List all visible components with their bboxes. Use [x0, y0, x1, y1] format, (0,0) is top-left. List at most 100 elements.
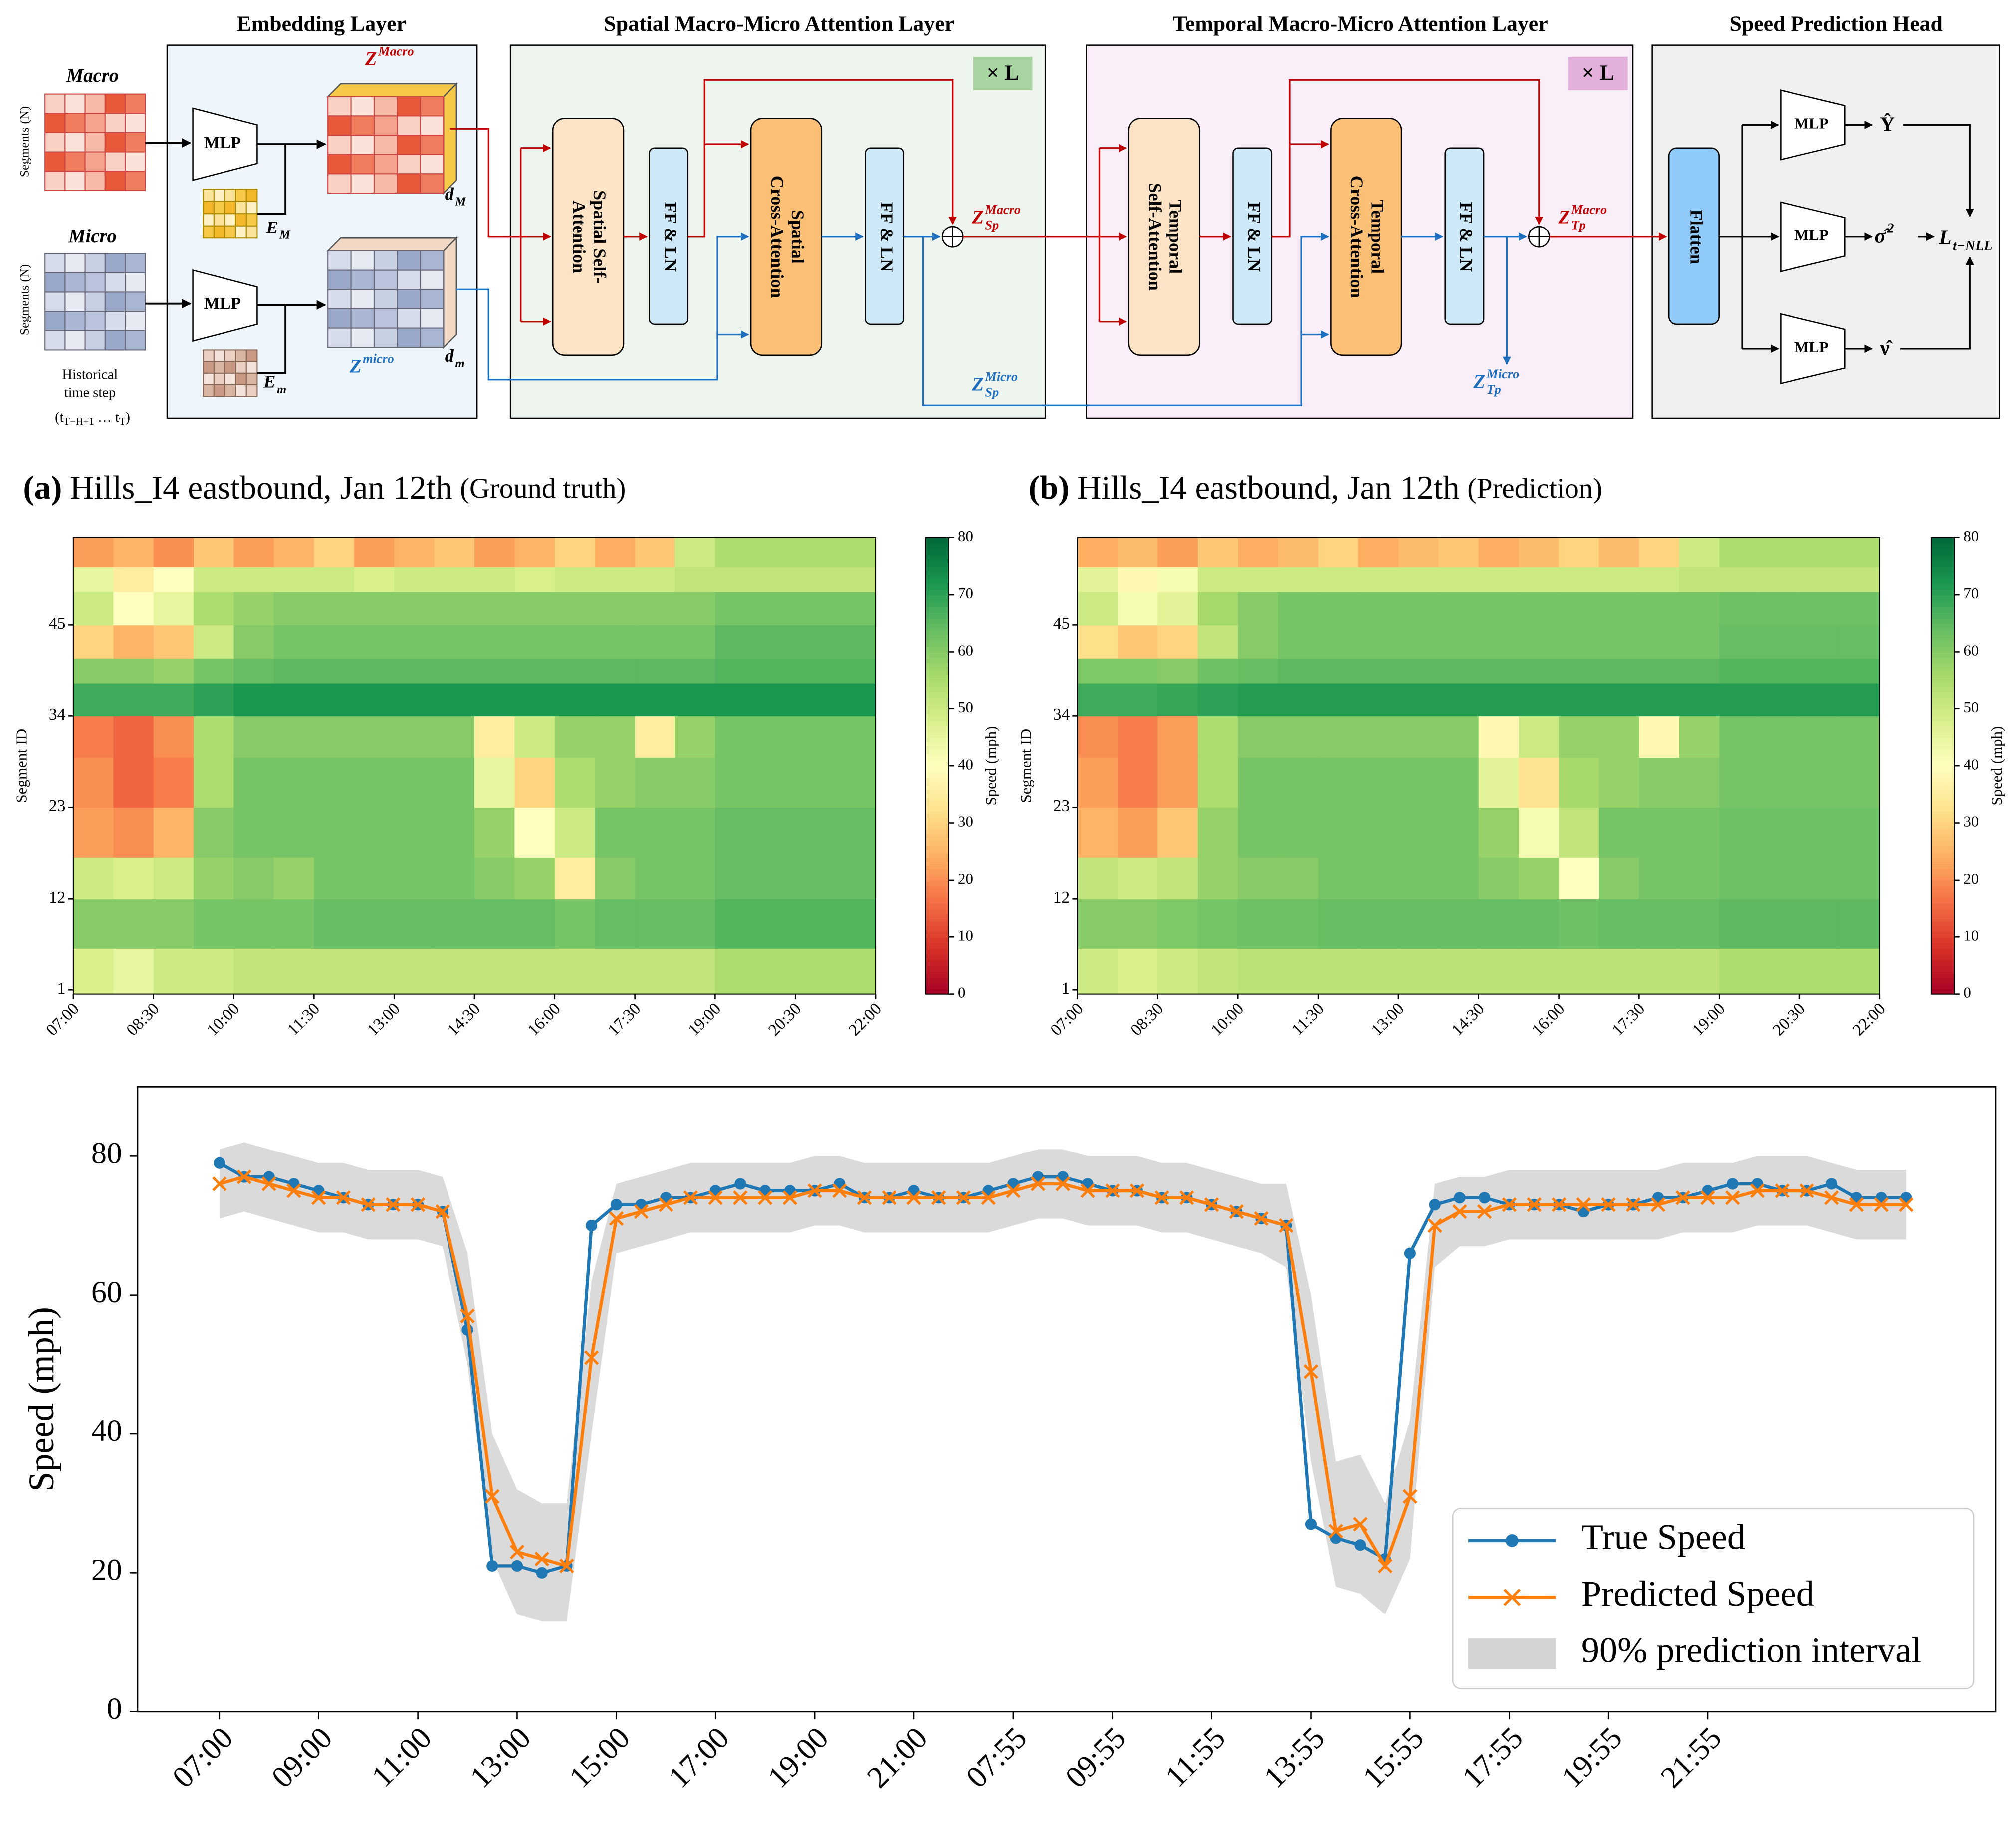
grid-cell [224, 189, 236, 202]
grid-cell [64, 311, 86, 331]
panel-text: Hills_I4 eastbound, Jan 12th [1077, 469, 1460, 506]
colorbar-tick-label: 70 [1963, 584, 1979, 602]
grid-cell [350, 289, 375, 310]
colorbar-slice [925, 857, 949, 864]
heatmap-cell [514, 683, 555, 717]
grid-cell [203, 384, 215, 397]
heatmap-cell [755, 591, 796, 626]
grid-cell [350, 269, 375, 290]
y-axis-label: Speed (mph) [21, 1307, 61, 1492]
heatmap-cell [1478, 537, 1519, 567]
math-base: E [263, 372, 275, 392]
legend-box [1452, 1508, 1975, 1689]
heatmap-cell [314, 757, 355, 808]
heatmap-cell [273, 625, 315, 659]
series-marker [214, 1157, 225, 1169]
colorbar-slice [925, 965, 949, 972]
heatmap-cell [1839, 683, 1880, 717]
heatmap-cell [1077, 625, 1118, 659]
colorbar-slice [925, 714, 949, 721]
grid-cell [64, 272, 86, 293]
colorbar-slice [1931, 811, 1955, 818]
heatmap-cell [354, 948, 395, 995]
grid-cell [397, 154, 421, 175]
colorbar-slice [925, 828, 949, 835]
grid-cell [104, 113, 126, 133]
heatmap-cell [113, 591, 154, 626]
head-arrows [1719, 121, 1974, 353]
heatmap-cell [233, 625, 274, 659]
heatmap-cell [635, 757, 675, 808]
grid-cell [44, 311, 66, 331]
math-base: d [445, 184, 454, 204]
heatmap-cell [1438, 566, 1479, 592]
series-marker [807, 1183, 822, 1198]
heatmap-cell [715, 658, 756, 684]
series-marker [634, 1204, 649, 1219]
colorbar-slice [925, 880, 949, 887]
heatmap-cell [1679, 757, 1720, 808]
colorbar-slice [925, 635, 949, 641]
heatmap-cell [73, 591, 114, 626]
colorbar-slice [1931, 794, 1955, 801]
grid-cell [245, 201, 258, 215]
y-tick-label: 12 [49, 888, 66, 907]
heatmap-cell [474, 857, 515, 900]
heatmap-cell [1639, 658, 1680, 684]
series-marker [906, 1190, 921, 1205]
x-tick-label: 13:00 [463, 1721, 537, 1795]
heatmap-cell [1438, 625, 1479, 659]
heatmap-cell [715, 683, 756, 717]
grid-cell [327, 154, 352, 175]
heatmap-cell [153, 948, 194, 995]
colorbar-slice [925, 863, 949, 870]
x-tick-label: 17:00 [662, 1721, 736, 1795]
heatmap-cell [1559, 658, 1599, 684]
panel-title: (a) Hills_I4 eastbound, Jan 12th (Ground t… [23, 469, 626, 506]
grid-cell [350, 135, 375, 155]
series-marker [857, 1190, 872, 1205]
series-marker [1502, 1197, 1517, 1212]
cube-side [443, 236, 457, 349]
x-tick-label: 20:30 [765, 999, 805, 1039]
heatmap-cell [795, 683, 836, 717]
heatmap-cell [1799, 566, 1840, 592]
grid-cell [84, 311, 106, 331]
colorbar-slice [925, 851, 949, 858]
heatmap-cell [1639, 566, 1680, 592]
heatmap-cell [795, 857, 836, 900]
heatmap-cell [715, 591, 756, 626]
colorbar-slice [925, 617, 949, 624]
colorbar-slice [1931, 903, 1955, 910]
colorbar-slice [925, 971, 949, 978]
grid-cell [245, 349, 258, 362]
heatmap-cell [1278, 683, 1319, 717]
time-range-part: ) [125, 410, 130, 425]
y-tick-label: 80 [91, 1137, 122, 1170]
colorbar-slice [1931, 937, 1955, 943]
grid-cell [420, 135, 445, 155]
series-marker [1601, 1197, 1616, 1212]
heatmap-cell [1639, 537, 1680, 567]
heatmap-cell [1358, 591, 1399, 626]
colorbar-slice [1931, 942, 1955, 949]
colorbar-slice [925, 942, 949, 949]
colorbar-slice [1931, 663, 1955, 670]
grid-cell [245, 225, 258, 239]
grid-cell [350, 327, 375, 348]
flatten-label: Flatten [1686, 210, 1706, 264]
heatmap-cell [233, 716, 274, 758]
grid-cell [84, 151, 106, 172]
math-base: d [445, 346, 454, 366]
heatmap-cell [113, 716, 154, 758]
math-base: Z [1558, 207, 1570, 228]
heatmap-cell [1157, 625, 1198, 659]
grid-cell [397, 269, 421, 290]
heatmap-cell [113, 537, 154, 567]
residual-add [942, 227, 963, 247]
heatmap-cell [595, 591, 636, 626]
heatmap-cell [1358, 566, 1399, 592]
block-label: Spatial [788, 210, 808, 264]
heatmap-cell [1278, 857, 1319, 900]
heatmap-cell [1358, 807, 1399, 858]
